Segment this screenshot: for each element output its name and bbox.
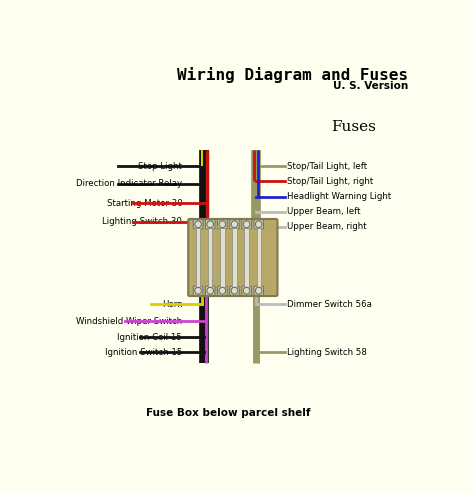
Text: Stop/Tail Light, left: Stop/Tail Light, left [287,162,367,171]
FancyBboxPatch shape [205,286,215,295]
Text: Stop Light: Stop Light [138,162,182,171]
Text: U. S. Version: U. S. Version [333,81,408,91]
Circle shape [231,221,238,228]
Text: Headlight Warning Light: Headlight Warning Light [287,192,391,201]
Text: Lighting Switch 58: Lighting Switch 58 [287,348,367,357]
Circle shape [195,221,201,228]
Text: Upper Beam, right: Upper Beam, right [287,222,366,231]
Circle shape [231,287,238,294]
Text: Ignition Switch 15: Ignition Switch 15 [105,348,182,357]
FancyBboxPatch shape [230,220,239,229]
Circle shape [219,221,226,228]
Text: Stop/Tail Light, right: Stop/Tail Light, right [287,177,373,186]
FancyBboxPatch shape [205,220,215,229]
Circle shape [207,287,213,294]
Bar [256,228,261,287]
Text: Horn: Horn [162,300,182,309]
FancyBboxPatch shape [193,286,203,295]
Circle shape [195,287,201,294]
FancyBboxPatch shape [242,220,251,229]
FancyBboxPatch shape [242,286,251,295]
FancyBboxPatch shape [218,286,227,295]
FancyBboxPatch shape [254,286,264,295]
FancyBboxPatch shape [218,220,227,229]
Bar [220,228,225,287]
Text: Fuse Box below parcel shelf: Fuse Box below parcel shelf [146,408,310,418]
Bar [232,228,237,287]
Bar [196,228,201,287]
Text: Ignition Coil 15: Ignition Coil 15 [118,333,182,342]
Bar [208,228,212,287]
Circle shape [219,287,226,294]
Text: Starting Motor 30: Starting Motor 30 [107,199,182,208]
Text: Windshield Wiper Switch: Windshield Wiper Switch [76,317,182,325]
Text: Upper Beam, left: Upper Beam, left [287,207,361,216]
Text: Fuses: Fuses [331,120,375,135]
Text: Wiring Diagram and Fuses: Wiring Diagram and Fuses [177,67,408,83]
Circle shape [255,287,262,294]
Bar [245,228,249,287]
Circle shape [207,221,213,228]
Circle shape [255,221,262,228]
FancyBboxPatch shape [230,286,239,295]
Circle shape [243,221,250,228]
Circle shape [243,287,250,294]
FancyBboxPatch shape [193,220,203,229]
Text: Dimmer Switch 56a: Dimmer Switch 56a [287,300,372,309]
FancyBboxPatch shape [188,219,277,296]
FancyBboxPatch shape [254,220,264,229]
Text: Direction Indicator Relay: Direction Indicator Relay [76,179,182,188]
Text: Lighting Switch 30: Lighting Switch 30 [102,217,182,226]
